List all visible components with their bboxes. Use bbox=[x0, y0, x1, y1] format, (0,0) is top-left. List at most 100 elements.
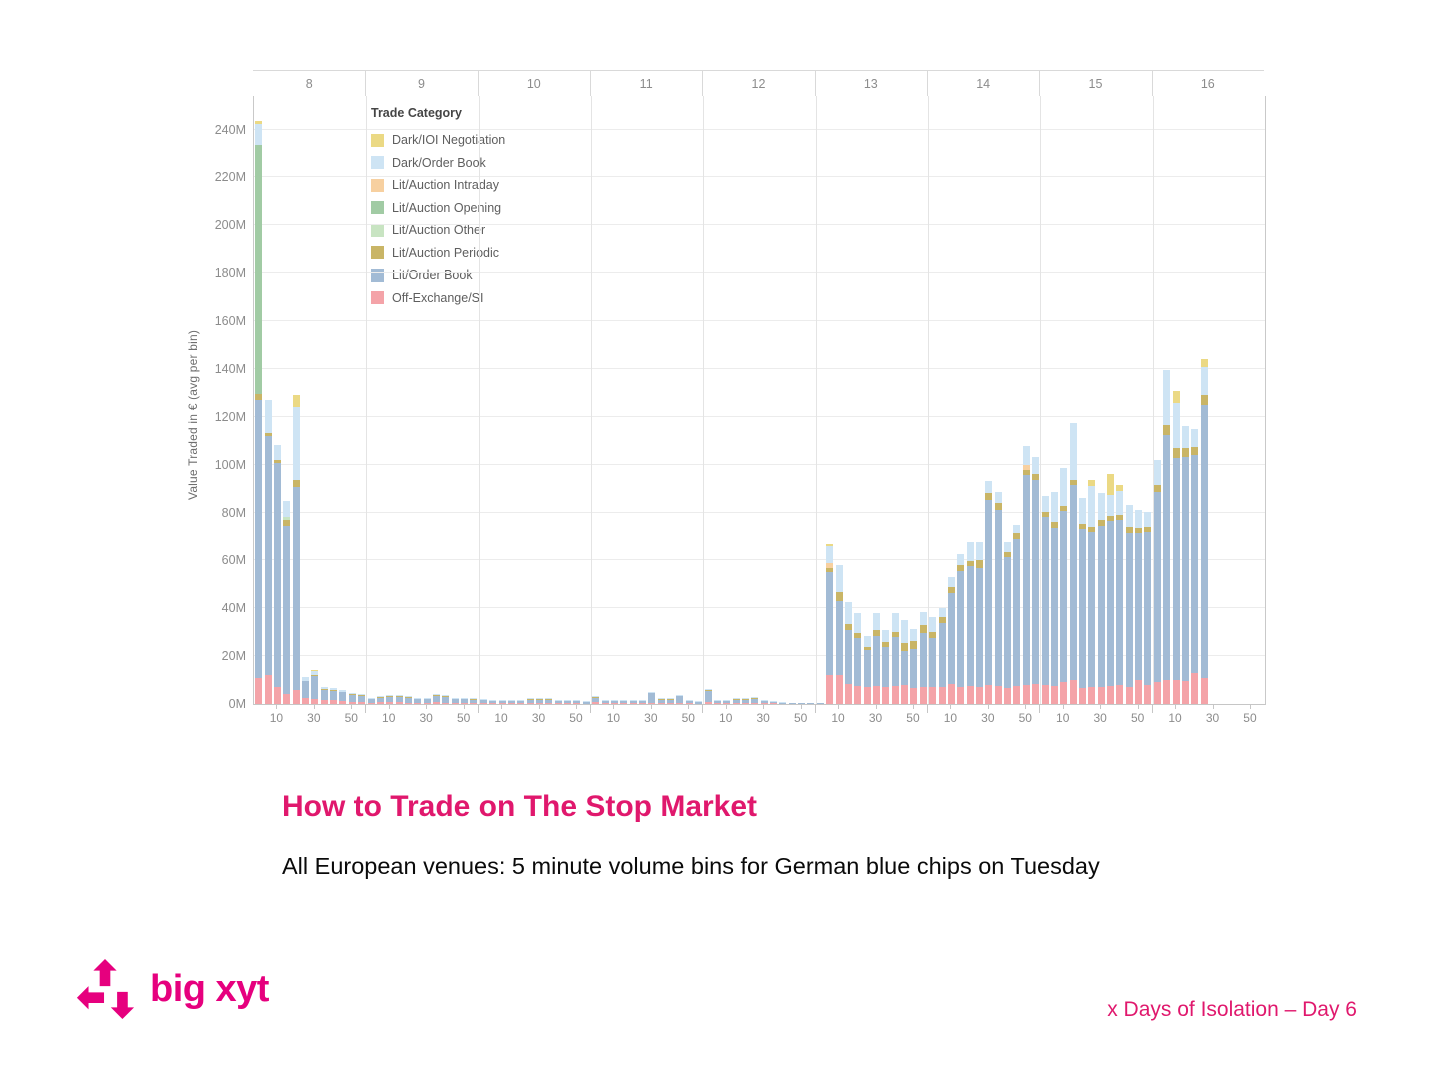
bar-segment-lit bbox=[1107, 520, 1115, 687]
minute-label: 30 bbox=[1093, 711, 1107, 725]
bar-segment-ioi bbox=[255, 121, 263, 124]
bar-segment-dob bbox=[461, 697, 469, 699]
hour-label: 16 bbox=[1200, 77, 1215, 91]
bar-segment-off bbox=[283, 694, 291, 704]
bar-segment-lit bbox=[479, 699, 487, 704]
bar-segment-off bbox=[629, 703, 637, 704]
bar-segment-dob bbox=[770, 700, 778, 702]
bar-segment-off bbox=[854, 686, 862, 704]
minute-tick bbox=[838, 704, 840, 709]
bar-segment-per bbox=[1200, 394, 1208, 405]
bar-segment-lit bbox=[1181, 456, 1189, 682]
bar-segment-off bbox=[461, 702, 469, 704]
bar-segment-dob bbox=[1050, 492, 1058, 523]
legend-item: Lit/Order Book bbox=[371, 264, 505, 287]
bar-segment-off bbox=[273, 687, 281, 704]
bar-segment-off bbox=[395, 702, 403, 704]
hour-header-divider bbox=[927, 71, 928, 97]
legend-item: Lit/Auction Periodic bbox=[371, 242, 505, 265]
bar-segment-per bbox=[985, 493, 993, 500]
bar-segment-dob bbox=[1153, 459, 1161, 485]
bar-segment-per bbox=[273, 459, 281, 464]
bar-segment-dob bbox=[751, 697, 759, 699]
minute-tick bbox=[1249, 704, 1251, 709]
gridline bbox=[254, 272, 1265, 274]
y-tick-label: 0M bbox=[228, 697, 246, 711]
y-tick-label: 20M bbox=[221, 649, 246, 664]
minute-tick bbox=[800, 704, 802, 709]
bar-segment-off bbox=[311, 699, 319, 704]
minute-label: 30 bbox=[981, 711, 995, 725]
bar-segment-lit bbox=[358, 695, 366, 703]
bar-segment-ioi bbox=[292, 395, 300, 408]
bar-segment-dob bbox=[1060, 468, 1068, 506]
legend-item: Lit/Auction Opening bbox=[371, 197, 505, 220]
minute-tick bbox=[538, 704, 540, 709]
bar-segment-dob bbox=[610, 700, 618, 702]
bar-segment-lit bbox=[273, 463, 281, 688]
bar-segment-per bbox=[835, 591, 843, 602]
hour-label: 8 bbox=[305, 77, 313, 91]
bar-segment-lit bbox=[414, 698, 422, 703]
bar-segment-off bbox=[751, 702, 759, 704]
bar-segment-dob bbox=[479, 698, 487, 700]
bar-segment-lit bbox=[1125, 532, 1133, 688]
bar-segment-per bbox=[1069, 479, 1077, 485]
minute-tick bbox=[1062, 704, 1064, 709]
hour-panel-divider bbox=[815, 96, 817, 704]
y-tick-label: 120M bbox=[214, 409, 246, 424]
bar-segment-off bbox=[330, 700, 338, 704]
bar-segment-ioi bbox=[1107, 474, 1115, 495]
legend-label: Dark/IOI Negotiation bbox=[392, 133, 506, 148]
bar-segment-dob bbox=[348, 693, 356, 695]
minute-tick bbox=[725, 704, 727, 709]
bar-segment-per bbox=[901, 642, 909, 652]
bar-segment-lit bbox=[461, 698, 469, 703]
gridline bbox=[254, 224, 1265, 226]
bar-segment-lit bbox=[536, 699, 543, 704]
legend-label: Lit/Auction Periodic bbox=[392, 245, 500, 260]
legend-item: Dark/IOI Negotiation bbox=[371, 129, 505, 152]
hour-divider-stub bbox=[477, 704, 479, 713]
bar-segment-lit bbox=[1032, 480, 1040, 684]
bar-segment-dob bbox=[358, 694, 366, 696]
bar-segment-dob bbox=[545, 698, 553, 700]
bar-segment-off bbox=[620, 703, 628, 704]
hour-header-divider bbox=[1151, 71, 1153, 97]
bar-segment-off bbox=[423, 702, 431, 704]
bar-segment-per bbox=[919, 625, 927, 634]
gridline bbox=[254, 367, 1265, 369]
bar-segment-dob bbox=[741, 698, 749, 700]
bar-segment-dob bbox=[367, 697, 375, 699]
bar-segment-lit bbox=[1088, 531, 1096, 688]
legend-label: Dark/Order Book bbox=[392, 155, 486, 170]
bar-segment-ioi bbox=[1116, 484, 1124, 492]
hour-label: 10 bbox=[526, 77, 541, 91]
bar-segment-off bbox=[1135, 680, 1143, 704]
bar-segment-off bbox=[358, 702, 366, 704]
bar-segment-dob bbox=[638, 700, 646, 702]
bar-segment-intr bbox=[1022, 464, 1030, 471]
bar-segment-lit bbox=[901, 651, 909, 685]
y-tick-label: 100M bbox=[214, 457, 246, 472]
gridline bbox=[254, 176, 1265, 178]
bar-segment-off bbox=[760, 703, 768, 704]
y-tick-label: 40M bbox=[221, 601, 246, 616]
bar-segment-lit bbox=[723, 701, 731, 704]
bar-segment-lit bbox=[1116, 519, 1124, 685]
bar-segment-dob bbox=[264, 399, 272, 434]
hour-label: 15 bbox=[1088, 77, 1103, 91]
bar-segment-per bbox=[1032, 473, 1040, 481]
bar-segment-lit bbox=[760, 700, 768, 704]
bar-segment-dob bbox=[910, 628, 918, 641]
bar-segment-off bbox=[1022, 684, 1030, 704]
hour-label: 12 bbox=[751, 77, 766, 91]
bar-segment-lit bbox=[1022, 474, 1030, 685]
minute-tick bbox=[1212, 704, 1214, 709]
bar-segment-dob bbox=[985, 481, 993, 494]
hour-panel-divider bbox=[478, 96, 480, 704]
bar-segment-dob bbox=[1013, 525, 1021, 534]
bar-segment-per bbox=[1088, 526, 1096, 532]
bar-segment-per bbox=[1004, 551, 1012, 557]
bar-segment-lit bbox=[1144, 531, 1152, 685]
